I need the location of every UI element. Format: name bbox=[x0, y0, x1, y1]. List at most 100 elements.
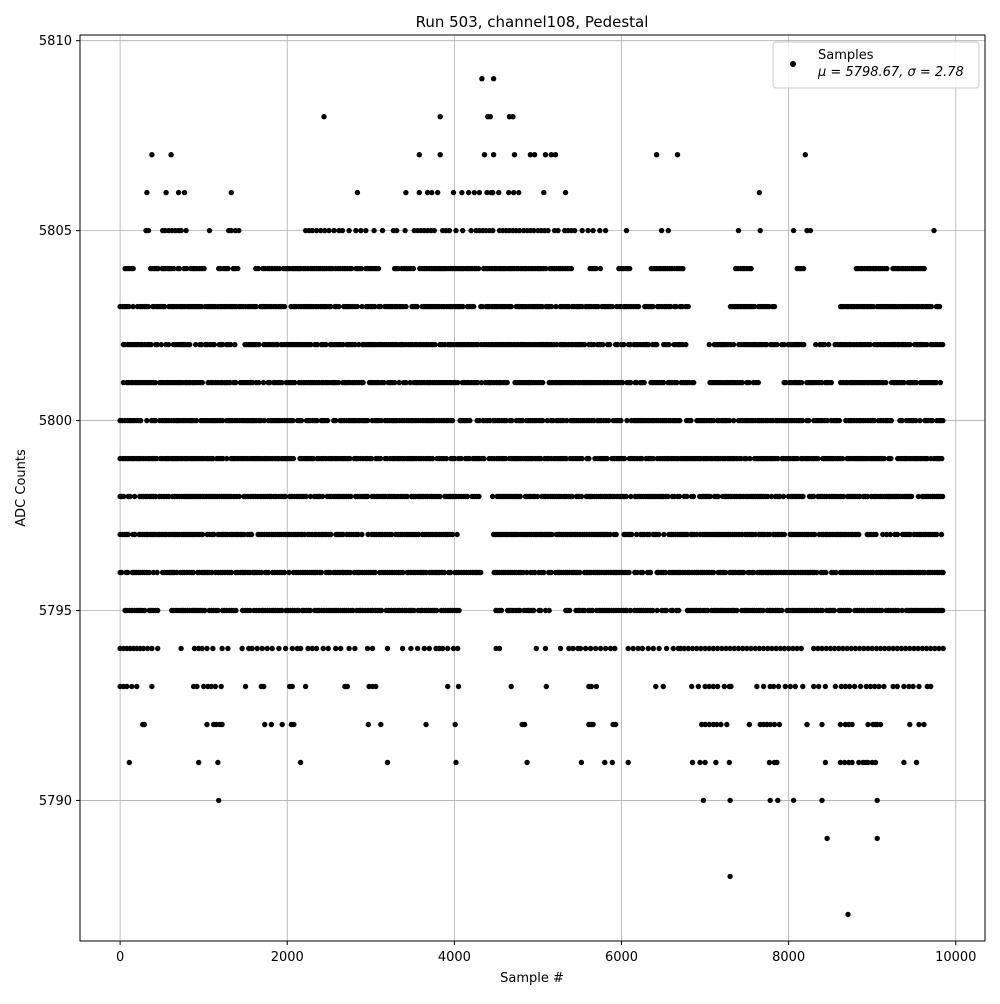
data-point bbox=[727, 797, 733, 804]
data-point bbox=[152, 493, 159, 500]
data-point bbox=[857, 683, 864, 690]
data-point bbox=[440, 645, 446, 652]
data-point bbox=[400, 569, 406, 576]
data-point bbox=[663, 607, 670, 614]
data-point bbox=[706, 341, 712, 348]
data-point bbox=[714, 683, 721, 690]
data-point bbox=[155, 607, 161, 614]
data-point bbox=[612, 721, 619, 728]
data-point bbox=[545, 227, 551, 234]
data-point bbox=[769, 645, 775, 652]
data-point bbox=[335, 379, 342, 386]
data-point bbox=[126, 759, 132, 766]
data-point bbox=[517, 493, 523, 500]
data-point bbox=[800, 493, 806, 500]
data-point bbox=[871, 417, 877, 424]
data-point bbox=[460, 227, 466, 234]
data-point bbox=[379, 227, 386, 234]
data-point bbox=[511, 189, 517, 196]
data-point bbox=[790, 227, 797, 234]
data-point bbox=[175, 189, 182, 196]
data-point bbox=[541, 569, 547, 576]
data-point bbox=[178, 227, 184, 234]
data-point bbox=[718, 721, 724, 728]
data-point bbox=[907, 531, 913, 538]
data-point bbox=[913, 417, 919, 424]
data-point bbox=[618, 417, 624, 424]
data-point bbox=[646, 531, 652, 538]
data-point bbox=[564, 417, 570, 424]
data-point bbox=[819, 645, 825, 652]
data-point bbox=[339, 227, 346, 234]
data-point bbox=[318, 569, 325, 576]
data-point bbox=[645, 645, 651, 652]
data-point bbox=[426, 645, 432, 652]
data-point bbox=[806, 417, 812, 424]
data-point bbox=[201, 265, 207, 272]
data-point bbox=[816, 683, 822, 690]
data-point bbox=[408, 645, 414, 652]
data-point bbox=[660, 379, 667, 386]
data-point bbox=[298, 417, 305, 424]
data-point bbox=[322, 227, 328, 234]
data-point bbox=[883, 379, 889, 386]
data-point bbox=[476, 189, 483, 196]
data-point bbox=[538, 607, 544, 614]
data-point bbox=[812, 531, 818, 538]
data-point bbox=[289, 683, 295, 690]
data-point bbox=[328, 303, 334, 310]
data-point bbox=[740, 645, 746, 652]
data-point bbox=[475, 265, 482, 272]
data-point bbox=[907, 341, 913, 348]
data-point bbox=[697, 759, 703, 766]
data-point bbox=[163, 189, 169, 196]
y-tick-label: 5805 bbox=[39, 224, 72, 239]
data-point bbox=[274, 341, 281, 348]
data-point bbox=[581, 341, 588, 348]
data-point bbox=[176, 265, 183, 272]
data-point bbox=[798, 379, 805, 386]
data-point bbox=[568, 265, 575, 272]
data-point bbox=[593, 683, 600, 690]
data-point bbox=[479, 76, 485, 82]
data-point bbox=[849, 759, 855, 766]
data-point bbox=[654, 341, 660, 348]
data-point bbox=[869, 645, 875, 652]
data-point bbox=[633, 379, 640, 386]
data-point bbox=[183, 227, 189, 234]
data-point bbox=[775, 455, 781, 462]
data-point bbox=[453, 227, 459, 234]
data-point bbox=[532, 569, 538, 576]
data-point bbox=[309, 227, 315, 234]
data-point bbox=[319, 493, 326, 500]
data-point bbox=[184, 265, 190, 272]
data-point bbox=[141, 721, 147, 728]
data-point bbox=[939, 455, 945, 462]
data-point bbox=[923, 645, 930, 652]
data-point bbox=[670, 607, 676, 614]
data-point bbox=[746, 379, 752, 386]
data-point bbox=[394, 227, 400, 234]
data-point bbox=[310, 455, 317, 462]
data-point bbox=[152, 417, 159, 424]
data-point bbox=[765, 645, 771, 652]
data-point bbox=[877, 721, 884, 728]
data-point bbox=[928, 645, 934, 652]
data-point bbox=[459, 189, 465, 196]
data-point bbox=[181, 189, 188, 196]
data-point bbox=[326, 227, 332, 234]
data-point bbox=[639, 569, 646, 576]
x-axis-label: Sample # bbox=[500, 971, 564, 986]
data-point bbox=[464, 493, 471, 500]
data-point bbox=[553, 303, 559, 310]
data-point bbox=[193, 341, 199, 348]
data-point bbox=[911, 645, 917, 652]
data-point bbox=[658, 227, 665, 234]
data-point bbox=[907, 645, 913, 652]
data-point bbox=[726, 417, 733, 424]
data-point bbox=[566, 645, 572, 652]
legend: Samples μ = 5798.67, σ = 2.78 bbox=[772, 41, 980, 89]
data-point bbox=[874, 835, 880, 842]
data-point bbox=[487, 417, 493, 424]
data-point bbox=[198, 303, 205, 310]
